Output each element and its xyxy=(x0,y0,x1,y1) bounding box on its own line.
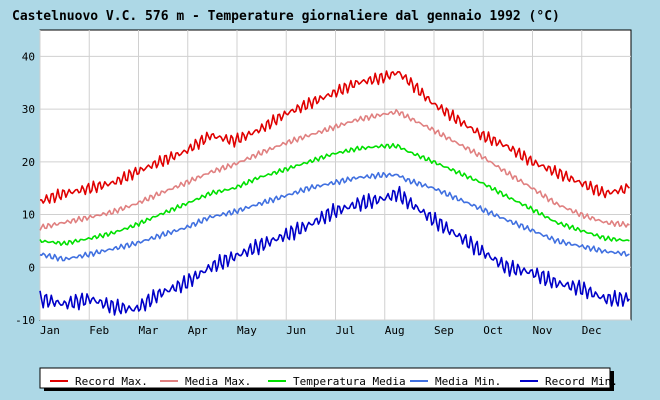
y-tick-label: 30 xyxy=(22,103,35,116)
y-tick-label: 40 xyxy=(22,50,35,63)
legend-label: Record Max. xyxy=(75,375,148,388)
series-line-record-max xyxy=(40,70,630,204)
series-layer xyxy=(39,70,631,316)
x-tick-label: Sep xyxy=(434,324,454,337)
legend-label: Record Min. xyxy=(545,375,618,388)
series-line-record-min xyxy=(39,185,631,316)
y-tick-label: -10 xyxy=(15,314,35,327)
x-tick-label: Aug xyxy=(385,324,405,337)
y-tick-label: 10 xyxy=(22,209,35,222)
axes: -10 0 10 20 30 40 Jan Feb Mar Apr May Jun Jul Aug Sep O… xyxy=(15,50,602,337)
x-tick-label: Nov xyxy=(533,324,553,337)
x-tick-label: Jul xyxy=(336,324,356,337)
legend-box xyxy=(39,367,611,389)
x-tick-label: Jun xyxy=(286,324,306,337)
x-tick-label: Jan xyxy=(40,324,60,337)
legend-label: Temperatura Media xyxy=(293,375,406,388)
chart-title: Castelnuovo V.C. 576 m - Temperature gio… xyxy=(12,9,560,24)
x-tick-label: May xyxy=(237,324,257,337)
series-line-media-min xyxy=(39,171,630,262)
x-tick-label: Oct xyxy=(483,324,503,337)
legend-label: Media Min. xyxy=(435,375,501,388)
x-tick-label: Feb xyxy=(89,324,109,337)
y-tick-label: 20 xyxy=(22,156,35,169)
legend-label: Media Max. xyxy=(185,375,251,388)
legend: Record Max. Media Max. Temperatura Media Me… xyxy=(50,375,618,388)
y-tick-label: 0 xyxy=(28,261,35,274)
x-tick-label: Mar xyxy=(139,324,159,337)
series-line-temperatura-media xyxy=(39,142,630,246)
x-tick-label: Apr xyxy=(188,324,208,337)
series-line-media-max xyxy=(39,108,630,231)
x-tick-label: Dec xyxy=(582,324,602,337)
